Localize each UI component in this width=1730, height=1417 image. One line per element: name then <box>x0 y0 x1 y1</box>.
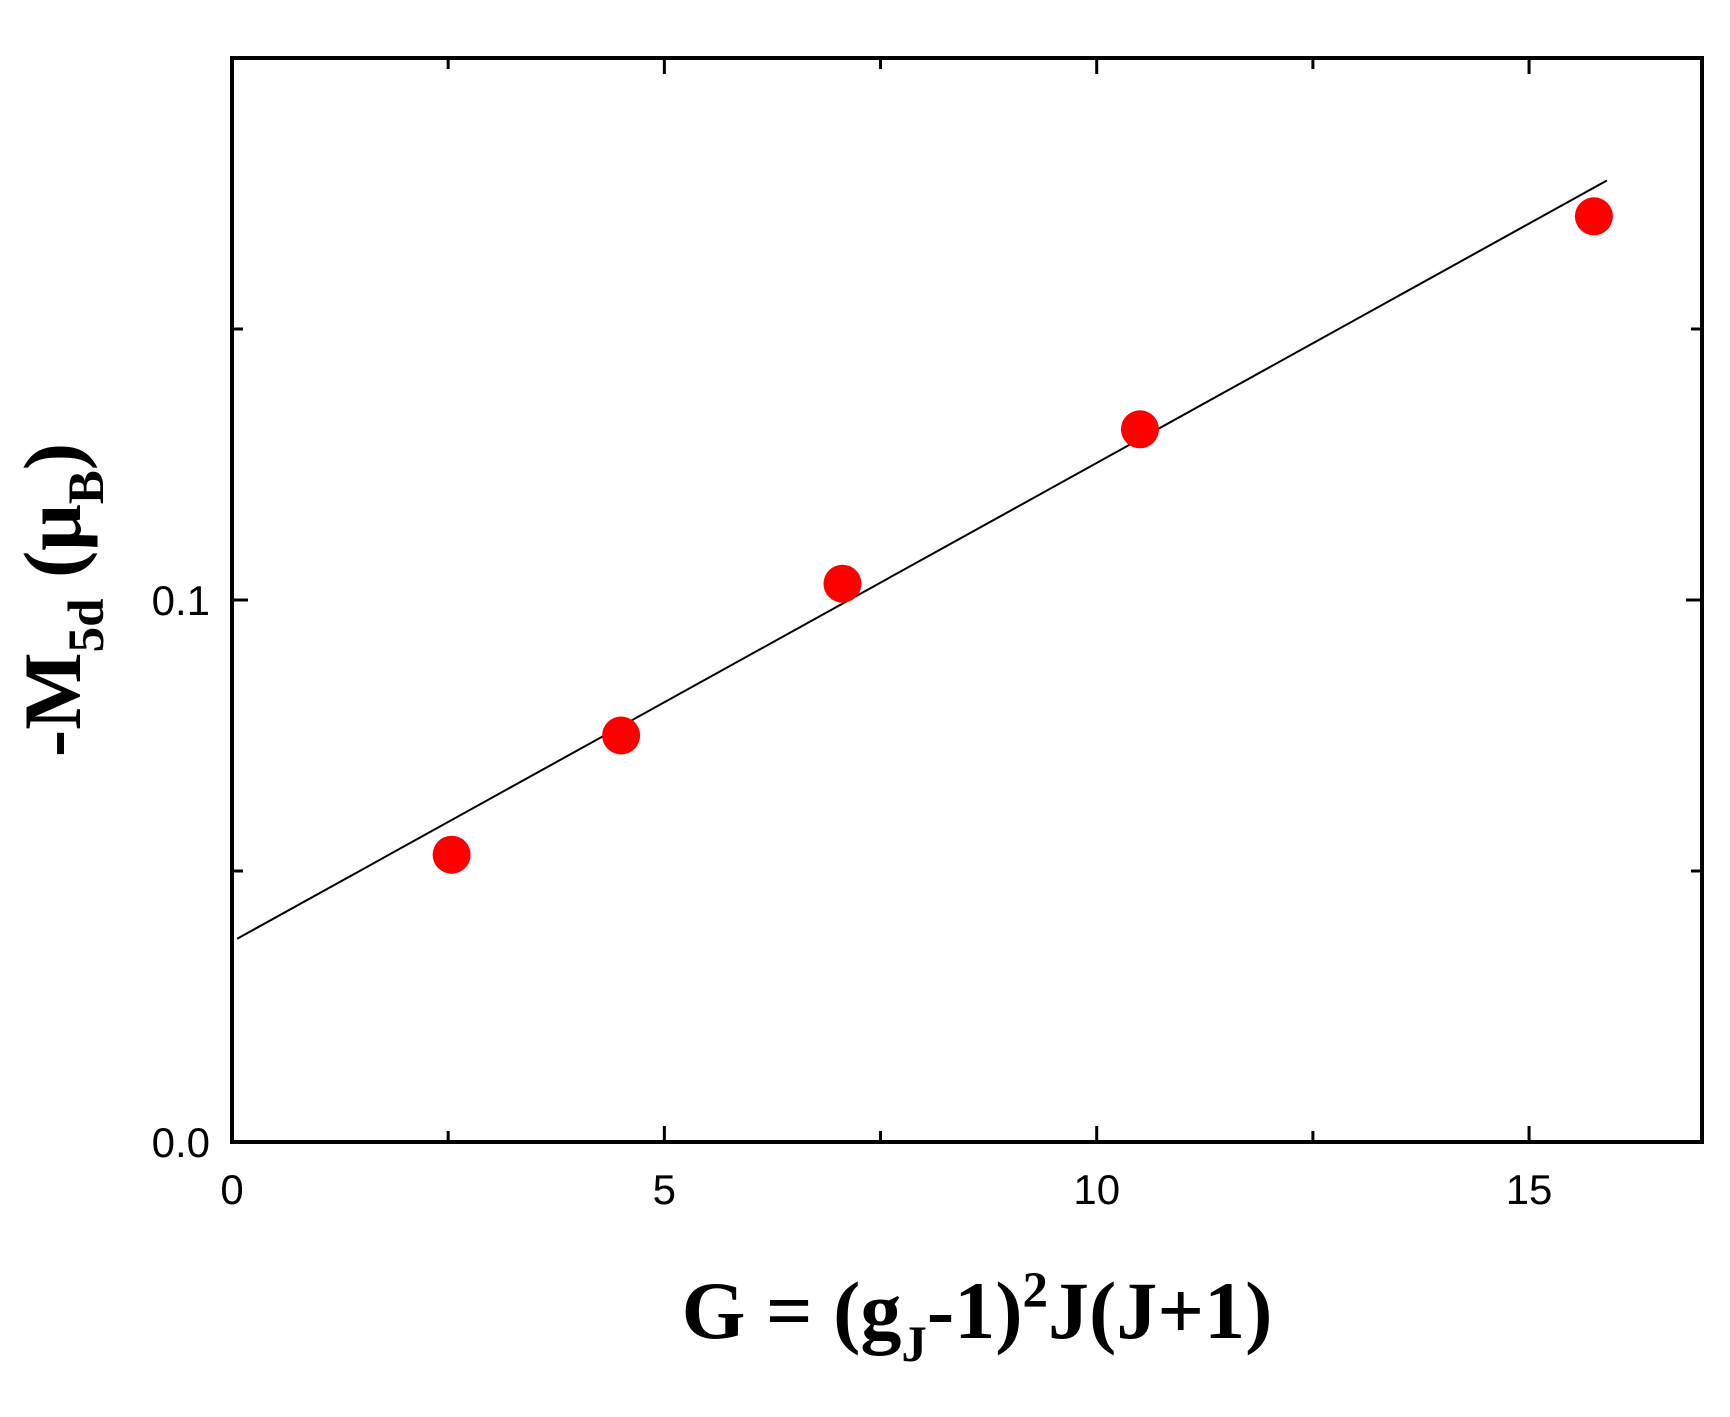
axis-title-part: G = (g <box>682 1265 902 1356</box>
axis-title-part: 5d <box>59 599 115 653</box>
data-point <box>432 835 471 874</box>
x-tick-label: 5 <box>653 1166 676 1213</box>
fit-line <box>236 179 1608 940</box>
axis-title-part: B <box>59 470 115 504</box>
axis-title-part: -1) <box>927 1265 1023 1356</box>
axis-title-part: J(J+1) <box>1048 1265 1272 1356</box>
data-point <box>1574 197 1613 236</box>
x-tick-label: 10 <box>1073 1166 1120 1213</box>
axis-title-part: (μ <box>7 504 98 598</box>
x-tick-label: 15 <box>1506 1166 1553 1213</box>
y-tick-label: 0.1 <box>152 577 210 624</box>
data-point <box>1120 410 1159 449</box>
plot-frame <box>230 56 1704 1144</box>
axis-title-part: -M <box>7 652 98 757</box>
y-axis-title: -M5d (μB) <box>7 443 115 757</box>
x-tick-label: 0 <box>220 1166 243 1213</box>
x-axis-title: G = (gJ-1)2J(J+1) <box>682 1263 1273 1373</box>
axis-title-part: J <box>901 1317 927 1373</box>
data-point <box>602 716 641 755</box>
axis-title-part: 2 <box>1023 1263 1049 1319</box>
data-series <box>236 179 1613 940</box>
axis-title-part: ) <box>7 443 98 470</box>
axis-tick-labels: 0 5 10 15 0.0 0.1 <box>152 577 1553 1213</box>
data-point <box>823 564 862 603</box>
y-tick-label: 0.0 <box>152 1119 210 1166</box>
